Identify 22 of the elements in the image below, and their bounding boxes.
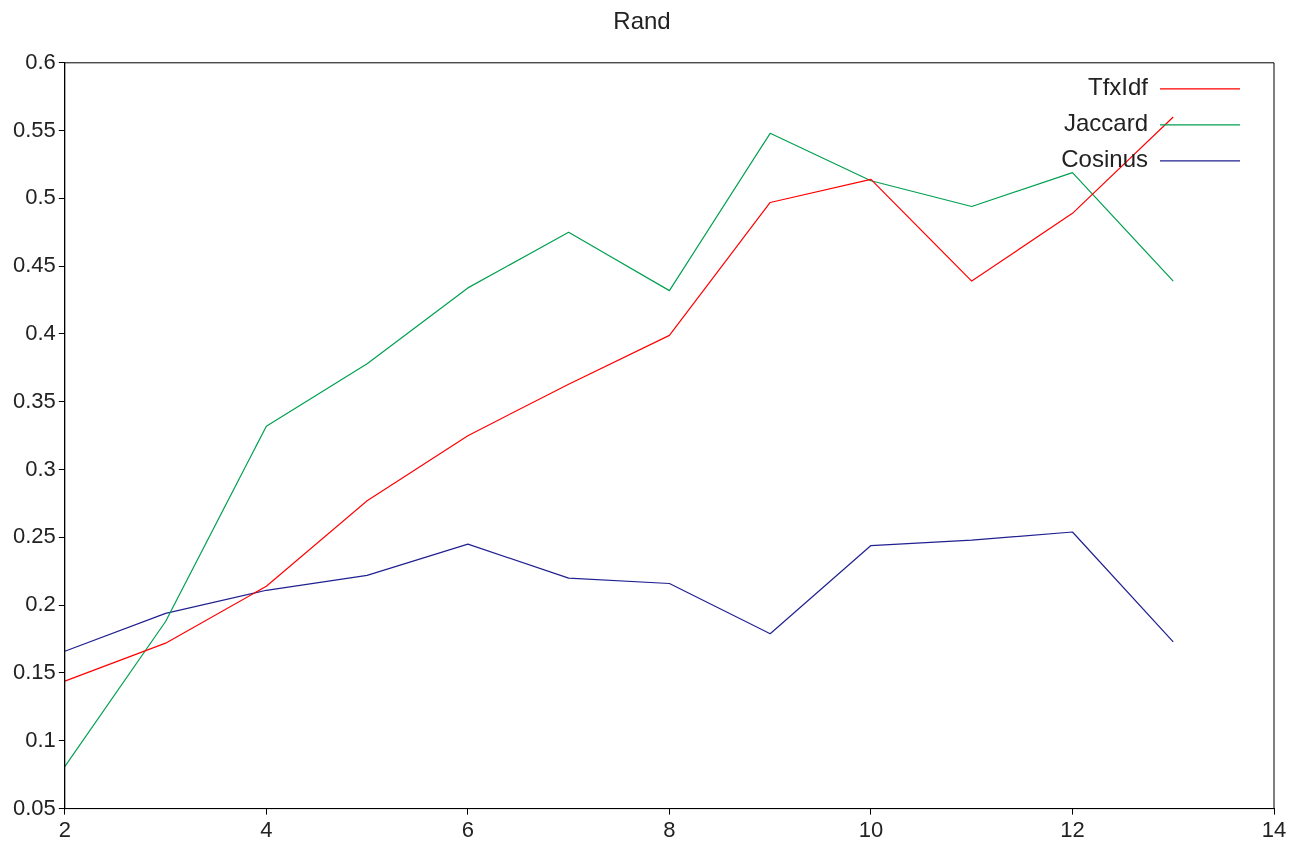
y-tick-label: 0.55: [12, 116, 56, 142]
x-tick-label: 6: [461, 816, 474, 842]
y-tick-label: 0.1: [25, 726, 56, 752]
y-tick-label: 0.25: [12, 523, 56, 549]
x-tick-label: 8: [663, 816, 676, 842]
x-tick-label: 12: [1060, 816, 1085, 842]
x-tick-label: 4: [260, 816, 273, 842]
y-tick-label: 0.5: [25, 184, 56, 210]
y-tick-label: 0.35: [12, 387, 56, 413]
y-tick-label: 0.2: [25, 591, 56, 617]
legend-label: TfxIdf: [1087, 73, 1149, 101]
x-tick-label: 10: [858, 816, 884, 842]
y-tick-label: 0.05: [12, 794, 56, 820]
legend-label: Jaccard: [1063, 109, 1148, 137]
y-tick-label: 0.45: [12, 252, 56, 278]
x-tick-label: 2: [58, 816, 71, 842]
chart-title: Rand: [613, 7, 671, 35]
y-tick-label: 0.6: [25, 48, 56, 74]
x-tick-label: 14: [1261, 816, 1287, 842]
y-tick-label: 0.3: [25, 455, 56, 481]
y-tick-label: 0.4: [25, 320, 56, 346]
y-tick-label: 0.15: [12, 659, 56, 685]
